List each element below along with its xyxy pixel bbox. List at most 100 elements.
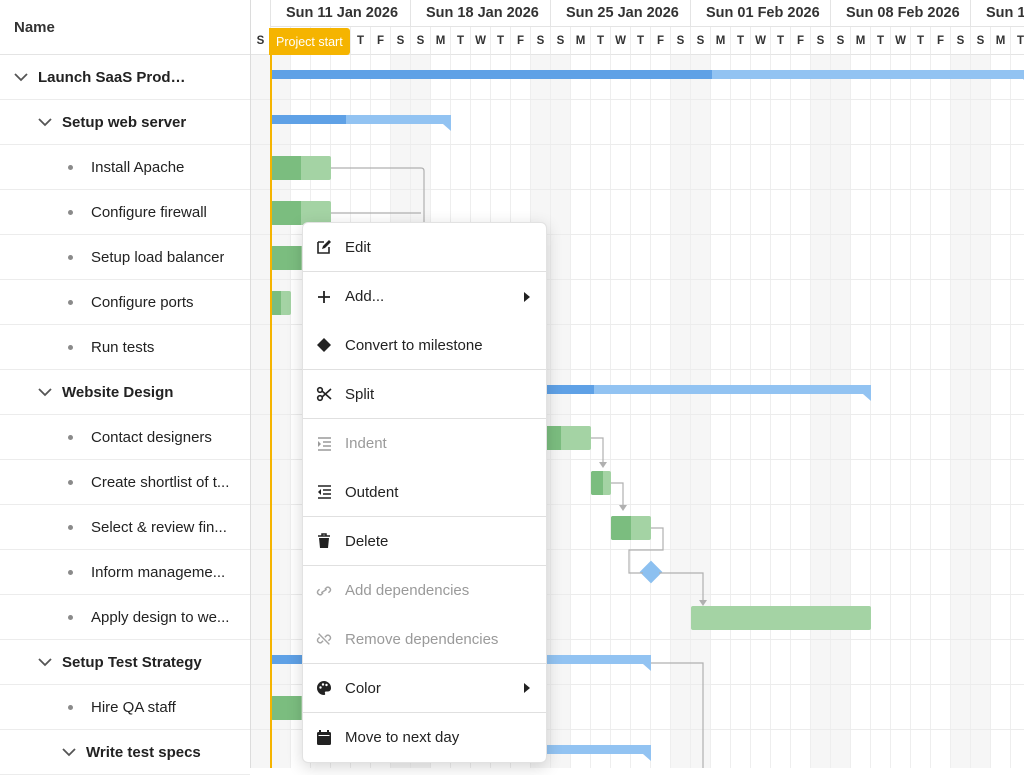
menu-item-split[interactable]: Split	[303, 370, 546, 419]
menu-item-remove-dependencies: Remove dependencies	[303, 615, 546, 664]
summary-progress	[271, 655, 306, 664]
row-gridline	[251, 369, 1024, 370]
day-gridline	[910, 55, 911, 768]
milestone-diamond[interactable]	[639, 560, 663, 584]
tree-row[interactable]: Setup web server	[0, 100, 250, 145]
task-bar[interactable]	[271, 291, 291, 315]
tree-row[interactable]: Hire QA staff	[0, 685, 250, 730]
week-header: Sun 01 Feb 2026	[690, 0, 830, 27]
task-bar[interactable]	[271, 156, 331, 180]
tree-row[interactable]: Create shortlist of t...	[0, 460, 250, 505]
bullet-icon	[68, 524, 73, 530]
day-header: T	[450, 27, 470, 55]
summary-end-cap	[863, 394, 871, 401]
dependency-arrow	[619, 505, 627, 511]
day-gridline	[650, 55, 651, 768]
outdent-icon	[316, 484, 332, 500]
day-header: T	[630, 27, 650, 55]
summary-bar[interactable]	[271, 115, 451, 131]
chevron-down-icon[interactable]	[14, 70, 28, 84]
tree-row[interactable]: Launch SaaS Product	[0, 55, 250, 100]
tree-row[interactable]: Website Design	[0, 370, 250, 415]
bullet-icon	[68, 704, 73, 710]
menu-item-label: Outdent	[345, 483, 399, 501]
task-name: Write test specs	[86, 743, 201, 761]
day-header: F	[370, 27, 390, 55]
name-column-header[interactable]: Name	[0, 0, 250, 55]
bullet-icon	[68, 479, 73, 485]
day-header: S	[690, 27, 710, 55]
task-name: Hire QA staff	[91, 698, 176, 716]
menu-item-label: Edit	[345, 238, 371, 256]
menu-item-convert-to-milestone[interactable]: Convert to milestone	[303, 321, 546, 370]
week-header: Sun 25 Jan 2026	[550, 0, 690, 27]
menu-item-color[interactable]: Color	[303, 664, 546, 713]
tree-row[interactable]: Select & review fin...	[0, 505, 250, 550]
tree-row[interactable]: Apply design to we...	[0, 595, 250, 640]
dependency-arrow	[599, 462, 607, 468]
tree-row[interactable]: Configure ports	[0, 280, 250, 325]
day-gridline	[630, 55, 631, 768]
bullet-icon	[68, 344, 73, 350]
summary-bar[interactable]	[531, 385, 871, 401]
day-gridline	[990, 55, 991, 768]
summary-bar[interactable]	[271, 70, 1024, 86]
summary-bar[interactable]	[541, 745, 651, 761]
row-gridline	[251, 639, 1024, 640]
summary-end-cap	[443, 124, 451, 131]
task-bar[interactable]	[271, 201, 331, 225]
tree-row[interactable]: Contact designers	[0, 415, 250, 460]
week-header: Sun 15 F	[970, 0, 1024, 27]
task-name: Setup load balancer	[91, 248, 225, 266]
week-header: Sun 08 Feb 2026	[830, 0, 970, 27]
task-progress	[271, 291, 281, 315]
day-gridline	[950, 55, 951, 768]
menu-item-outdent[interactable]: Outdent	[303, 468, 546, 517]
task-name: Launch SaaS Product	[38, 68, 188, 86]
chevron-down-icon[interactable]	[38, 115, 52, 129]
tree-row[interactable]: Run tests	[0, 325, 250, 370]
row-gridline	[251, 594, 1024, 595]
day-header: S	[251, 27, 270, 55]
tree-row[interactable]: Setup Test Strategy	[0, 640, 250, 685]
bullet-icon	[68, 209, 73, 215]
menu-item-delete[interactable]: Delete	[303, 517, 546, 566]
task-bar[interactable]	[691, 606, 871, 630]
menu-item-edit[interactable]: Edit	[303, 223, 546, 272]
task-bar[interactable]	[591, 471, 611, 495]
task-bar[interactable]	[611, 516, 651, 540]
menu-item-indent: Indent	[303, 419, 546, 468]
day-header: S	[410, 27, 430, 55]
tree-row[interactable]: Write test specs	[0, 730, 250, 775]
week-header: Sun 11 Jan 2026	[270, 0, 410, 27]
day-gridline	[770, 55, 771, 768]
menu-item-label: Convert to milestone	[345, 336, 483, 354]
tree-row[interactable]: Setup load balancer	[0, 235, 250, 280]
row-gridline	[251, 504, 1024, 505]
task-name: Run tests	[91, 338, 155, 356]
tree-row[interactable]: Configure firewall	[0, 190, 250, 235]
day-gridline	[610, 55, 611, 768]
chevron-down-icon[interactable]	[62, 745, 76, 759]
unlink-icon	[316, 631, 332, 647]
task-name: Select & review fin...	[91, 518, 227, 536]
day-gridline	[1010, 55, 1011, 768]
task-progress	[271, 246, 301, 270]
menu-item-label: Split	[345, 385, 375, 403]
plus-icon	[316, 289, 332, 305]
day-header: S	[390, 27, 410, 55]
row-gridline	[251, 279, 1024, 280]
day-gridline	[790, 55, 791, 768]
menu-item-move-to-next-day[interactable]: Move to next day	[303, 713, 546, 762]
chevron-down-icon[interactable]	[38, 655, 52, 669]
chevron-down-icon[interactable]	[38, 385, 52, 399]
task-progress	[591, 471, 603, 495]
bullet-icon	[68, 434, 73, 440]
day-gridline	[830, 55, 831, 768]
day-header: M	[570, 27, 590, 55]
tree-row[interactable]: Inform manageme...	[0, 550, 250, 595]
row-gridline	[251, 189, 1024, 190]
tree-row[interactable]: Install Apache	[0, 145, 250, 190]
menu-item-label: Move to next day	[345, 729, 460, 746]
menu-item-add[interactable]: Add...	[303, 272, 546, 321]
